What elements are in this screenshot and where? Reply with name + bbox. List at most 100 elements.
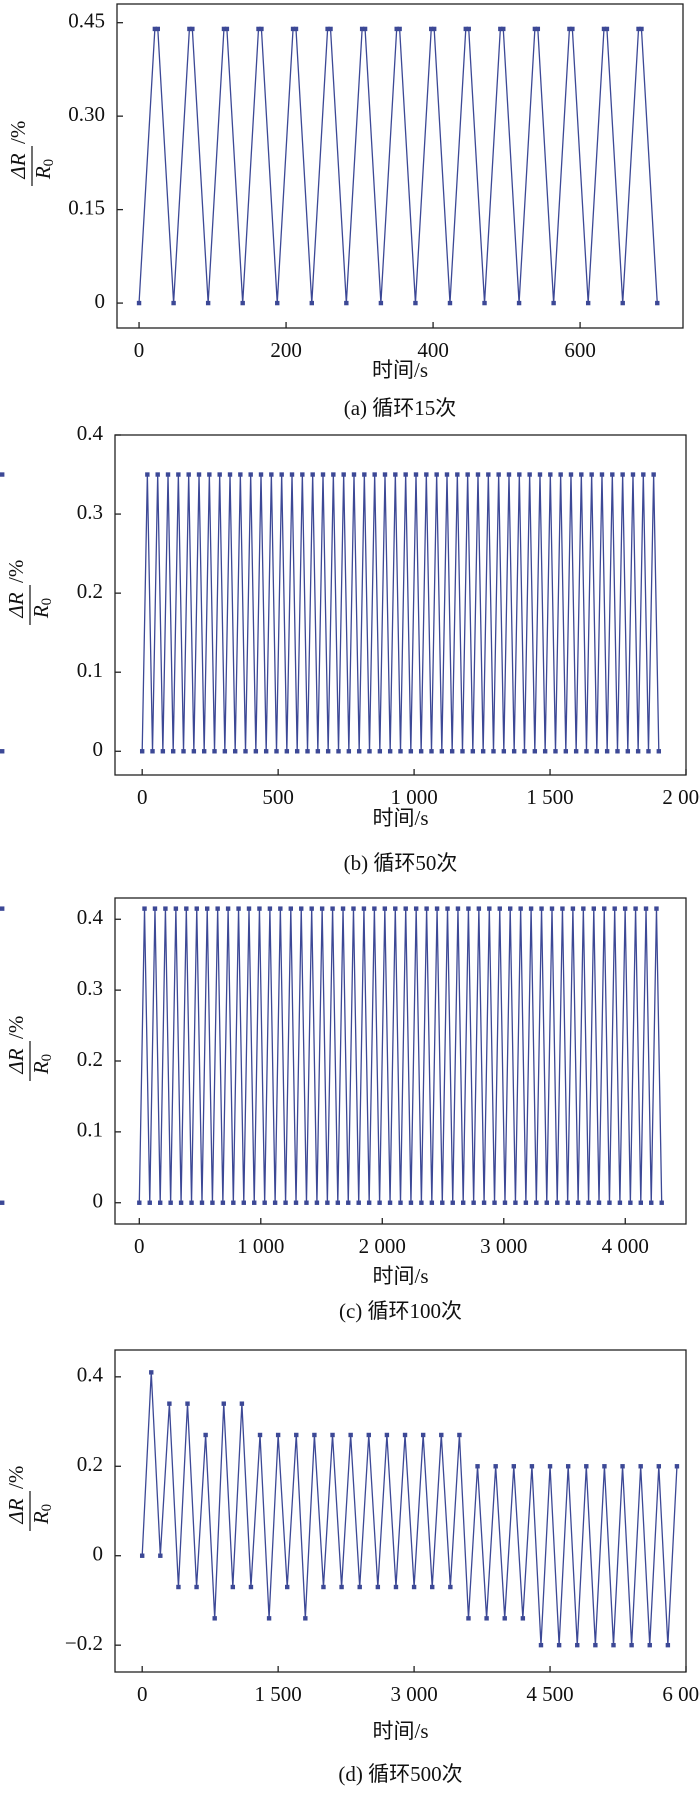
data-point <box>440 1200 445 1205</box>
data-point <box>620 472 625 477</box>
data-point <box>570 26 575 32</box>
data-point <box>447 300 453 306</box>
y-tick-label: 0.2 <box>77 1047 103 1071</box>
data-point <box>665 1642 671 1648</box>
data-point <box>378 300 384 306</box>
data-point <box>573 749 579 754</box>
chart-panel: −0.2 0 0.2 0.4 0 1 500 3 000 4 500 6 000 时间/s (d) … <box>4 1349 700 1786</box>
data-point <box>232 749 238 754</box>
data-point <box>187 26 192 32</box>
data-point <box>457 1432 462 1438</box>
data-point <box>181 749 186 754</box>
x-tick-label: 3 000 <box>390 1682 437 1706</box>
data-point <box>139 749 145 754</box>
data-point <box>448 1584 453 1590</box>
data-point <box>171 300 176 306</box>
data-point <box>418 749 424 754</box>
data-point <box>359 26 365 32</box>
data-point <box>596 1200 602 1205</box>
data-point <box>612 906 617 911</box>
data-point <box>486 472 491 477</box>
data-point <box>303 1616 308 1621</box>
data-point <box>565 1464 571 1469</box>
data-point <box>185 1401 190 1406</box>
data-point <box>475 1464 480 1469</box>
data-point <box>225 906 231 911</box>
data-point <box>522 749 527 754</box>
y-tick-label: 0.30 <box>68 102 105 126</box>
data-point <box>356 749 362 754</box>
data-point <box>532 26 538 32</box>
data-point <box>584 1464 589 1469</box>
data-point <box>194 906 199 911</box>
data-point <box>357 1584 362 1590</box>
data-point <box>248 472 253 477</box>
data-point <box>288 906 293 911</box>
y-axis-label: ΔR R0/% <box>4 1016 55 1081</box>
data-point <box>257 906 262 911</box>
data-point <box>231 1200 236 1205</box>
data-point <box>470 749 476 754</box>
x-tick-label: 4 500 <box>526 1682 573 1706</box>
data-point <box>498 26 503 32</box>
data-point <box>238 472 243 477</box>
data-point <box>439 749 445 754</box>
data-point <box>285 1584 290 1590</box>
data-point <box>155 26 160 32</box>
data-point <box>553 749 558 754</box>
x-tick-label: 3 000 <box>480 1234 527 1258</box>
chart-panel: 0 0.1 0.2 0.3 0.4 0 1 000 2 000 3 000 4 000 时间/s (c… <box>0 897 687 1323</box>
data-point <box>491 749 496 754</box>
data-point <box>384 1432 390 1438</box>
data-point <box>602 1464 607 1469</box>
data-point <box>402 1432 408 1438</box>
data-point <box>328 26 333 32</box>
data-point <box>178 1200 184 1205</box>
data-point <box>607 1200 612 1205</box>
y-tick-label: 0.4 <box>77 421 104 445</box>
data-point <box>424 472 429 477</box>
data-point <box>601 26 607 32</box>
data-point <box>256 26 261 32</box>
data-point <box>305 749 310 754</box>
data-point <box>556 1642 562 1648</box>
data-point <box>463 26 468 32</box>
data-point <box>516 300 522 306</box>
y-tick-label: 0.3 <box>77 976 103 1000</box>
data-point <box>158 1553 163 1558</box>
data-point <box>0 906 5 911</box>
y-label-subscript: 0 <box>39 1504 55 1512</box>
x-tick-label: 0 <box>134 338 145 362</box>
data-point <box>266 1616 272 1621</box>
x-axis-label: 时间/s <box>372 1719 428 1743</box>
data-point <box>230 1584 236 1590</box>
data-point <box>466 906 471 911</box>
data-point <box>539 906 544 911</box>
data-point <box>377 749 383 754</box>
data-point <box>568 472 574 477</box>
data-point <box>620 300 625 306</box>
data-point <box>549 906 555 911</box>
data-point <box>176 1584 181 1590</box>
data-point <box>628 1200 633 1205</box>
data-point <box>269 472 274 477</box>
y-label-denominator: R0 <box>29 1504 56 1525</box>
data-point <box>518 906 523 911</box>
data-point <box>167 1401 172 1406</box>
x-axis-label: 时间/s <box>372 1264 428 1288</box>
y-label-numerator: ΔR <box>4 1498 28 1524</box>
y-tick-label: 0.4 <box>77 905 104 929</box>
data-point <box>356 1200 361 1205</box>
data-point <box>610 472 615 477</box>
data-point <box>594 749 600 754</box>
data-point <box>248 1584 254 1590</box>
data-point <box>501 26 506 32</box>
data-point <box>293 1200 299 1205</box>
data-point <box>212 749 217 754</box>
data-point <box>429 749 434 754</box>
data-point <box>212 1616 217 1621</box>
caption: (c) 循环100次 <box>339 1299 462 1323</box>
data-point <box>310 472 315 477</box>
